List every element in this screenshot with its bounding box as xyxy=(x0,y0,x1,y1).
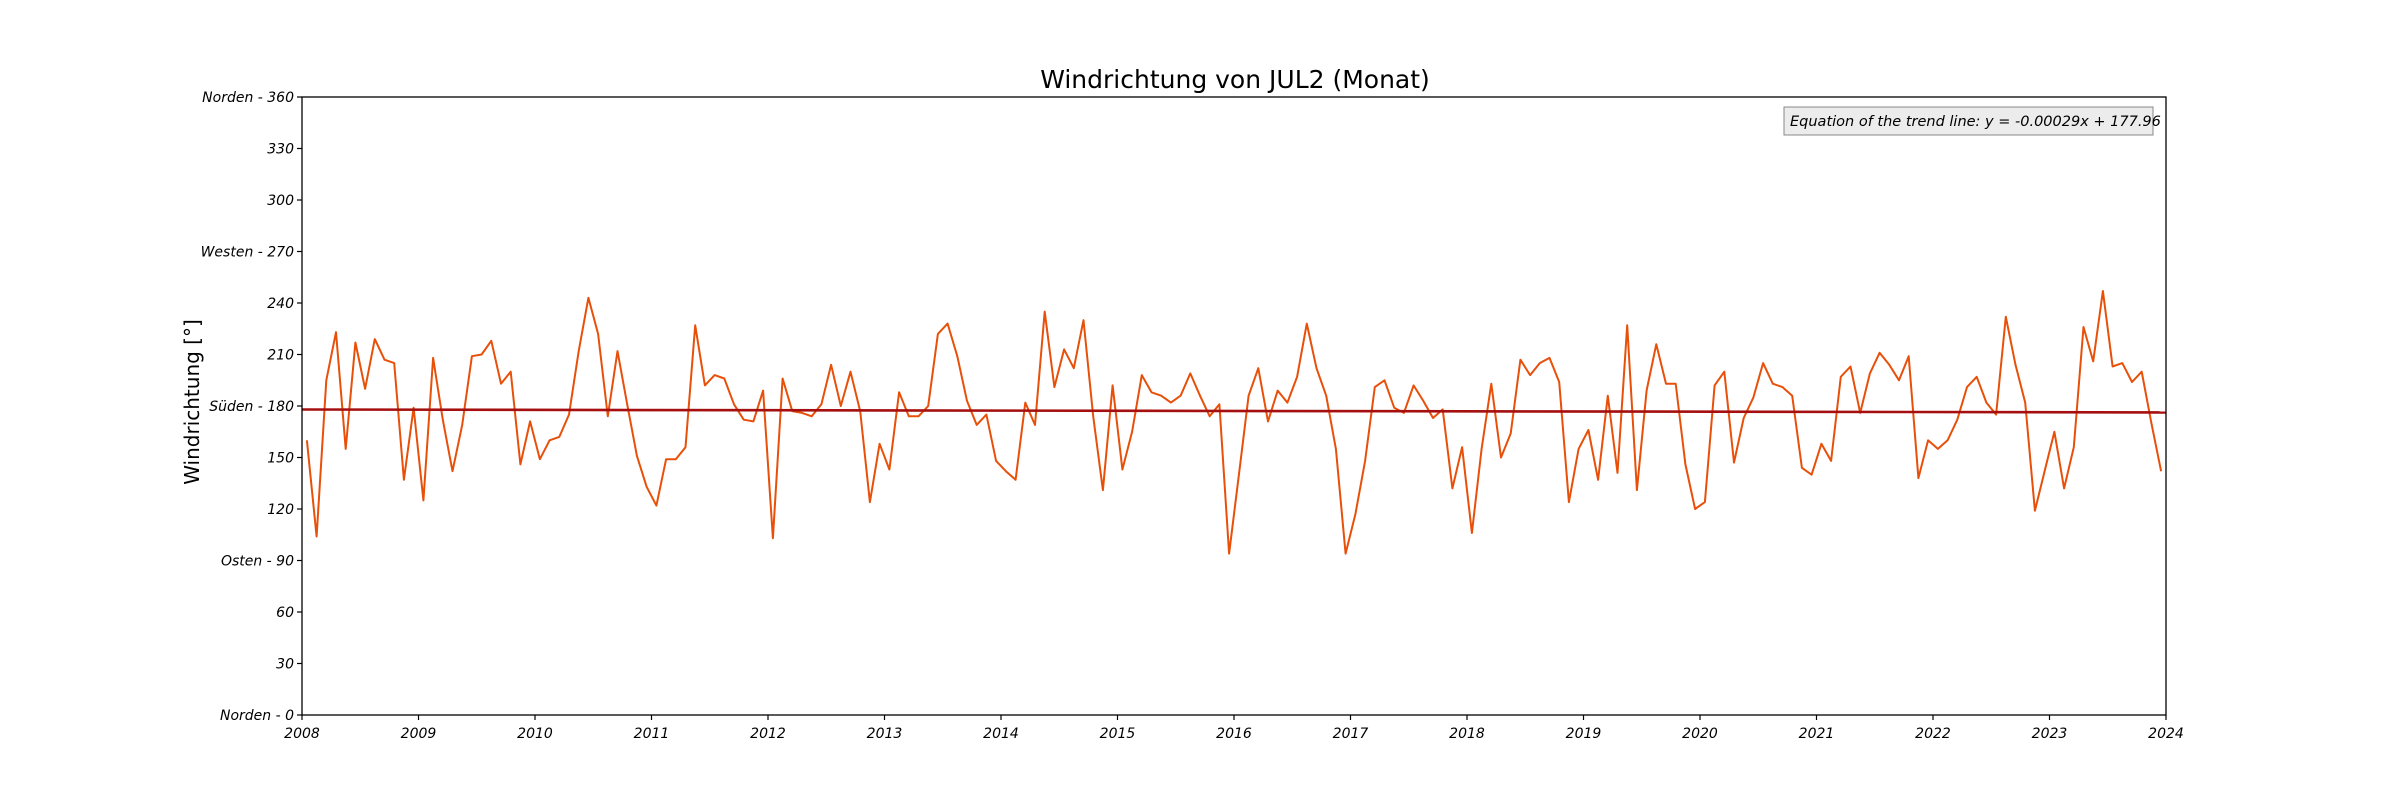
x-tick-label: 2023 xyxy=(2032,726,2068,742)
y-tick-label: 240 xyxy=(267,296,294,312)
x-tick-label: 2014 xyxy=(983,726,1019,742)
y-tick-label: Norden - 0 xyxy=(220,708,294,724)
y-tick-label: Süden - 180 xyxy=(209,399,294,415)
chart-title: Windrichtung von JUL2 (Monat) xyxy=(1040,65,1430,94)
x-tick-label: 2009 xyxy=(401,726,437,742)
y-axis-label: Windrichtung [°] xyxy=(180,319,204,485)
x-tick-label: 2012 xyxy=(750,726,786,742)
y-tick-label: Osten - 90 xyxy=(221,554,294,570)
x-tick-label: 2010 xyxy=(517,726,553,742)
x-tick-label: 2024 xyxy=(2148,726,2184,742)
y-tick-label: 300 xyxy=(267,193,294,209)
x-tick-label: 2013 xyxy=(867,726,903,742)
x-tick-label: 2019 xyxy=(1566,726,1602,742)
y-tick-label: 150 xyxy=(267,451,294,467)
x-tick-label: 2016 xyxy=(1216,726,1252,742)
x-tick-label: 2008 xyxy=(284,726,320,742)
y-tick-label: Norden - 360 xyxy=(202,90,294,106)
axis-ticks: 2008 2009 2010 2011 2012 2013 2014 2015 2016 2017… xyxy=(201,90,2184,742)
x-tick-label: 2022 xyxy=(1915,726,1951,742)
plot-frame xyxy=(302,97,2166,715)
trend-line xyxy=(302,410,2166,413)
y-tick-label: 30 xyxy=(276,657,294,673)
x-tick-label: 2018 xyxy=(1449,726,1485,742)
x-tick-label: 2021 xyxy=(1799,726,1835,742)
wind-direction-series-line xyxy=(307,291,2161,554)
series-layer xyxy=(302,291,2166,554)
trend-equation-box: Equation of the trend line: y = -0.00029… xyxy=(1784,107,2161,135)
y-tick-label: 330 xyxy=(267,142,294,158)
x-tick-label: 2015 xyxy=(1100,726,1136,742)
y-tick-label: 120 xyxy=(267,502,294,518)
y-tick-label: 210 xyxy=(267,348,294,364)
trend-equation-text: Equation of the trend line: y = -0.00029… xyxy=(1790,114,2161,130)
y-tick-label: 60 xyxy=(276,605,294,621)
x-tick-label: 2020 xyxy=(1682,726,1718,742)
x-tick-label: 2017 xyxy=(1333,726,1369,742)
x-tick-label: 2011 xyxy=(634,726,670,742)
y-tick-label: Westen - 270 xyxy=(201,245,294,261)
